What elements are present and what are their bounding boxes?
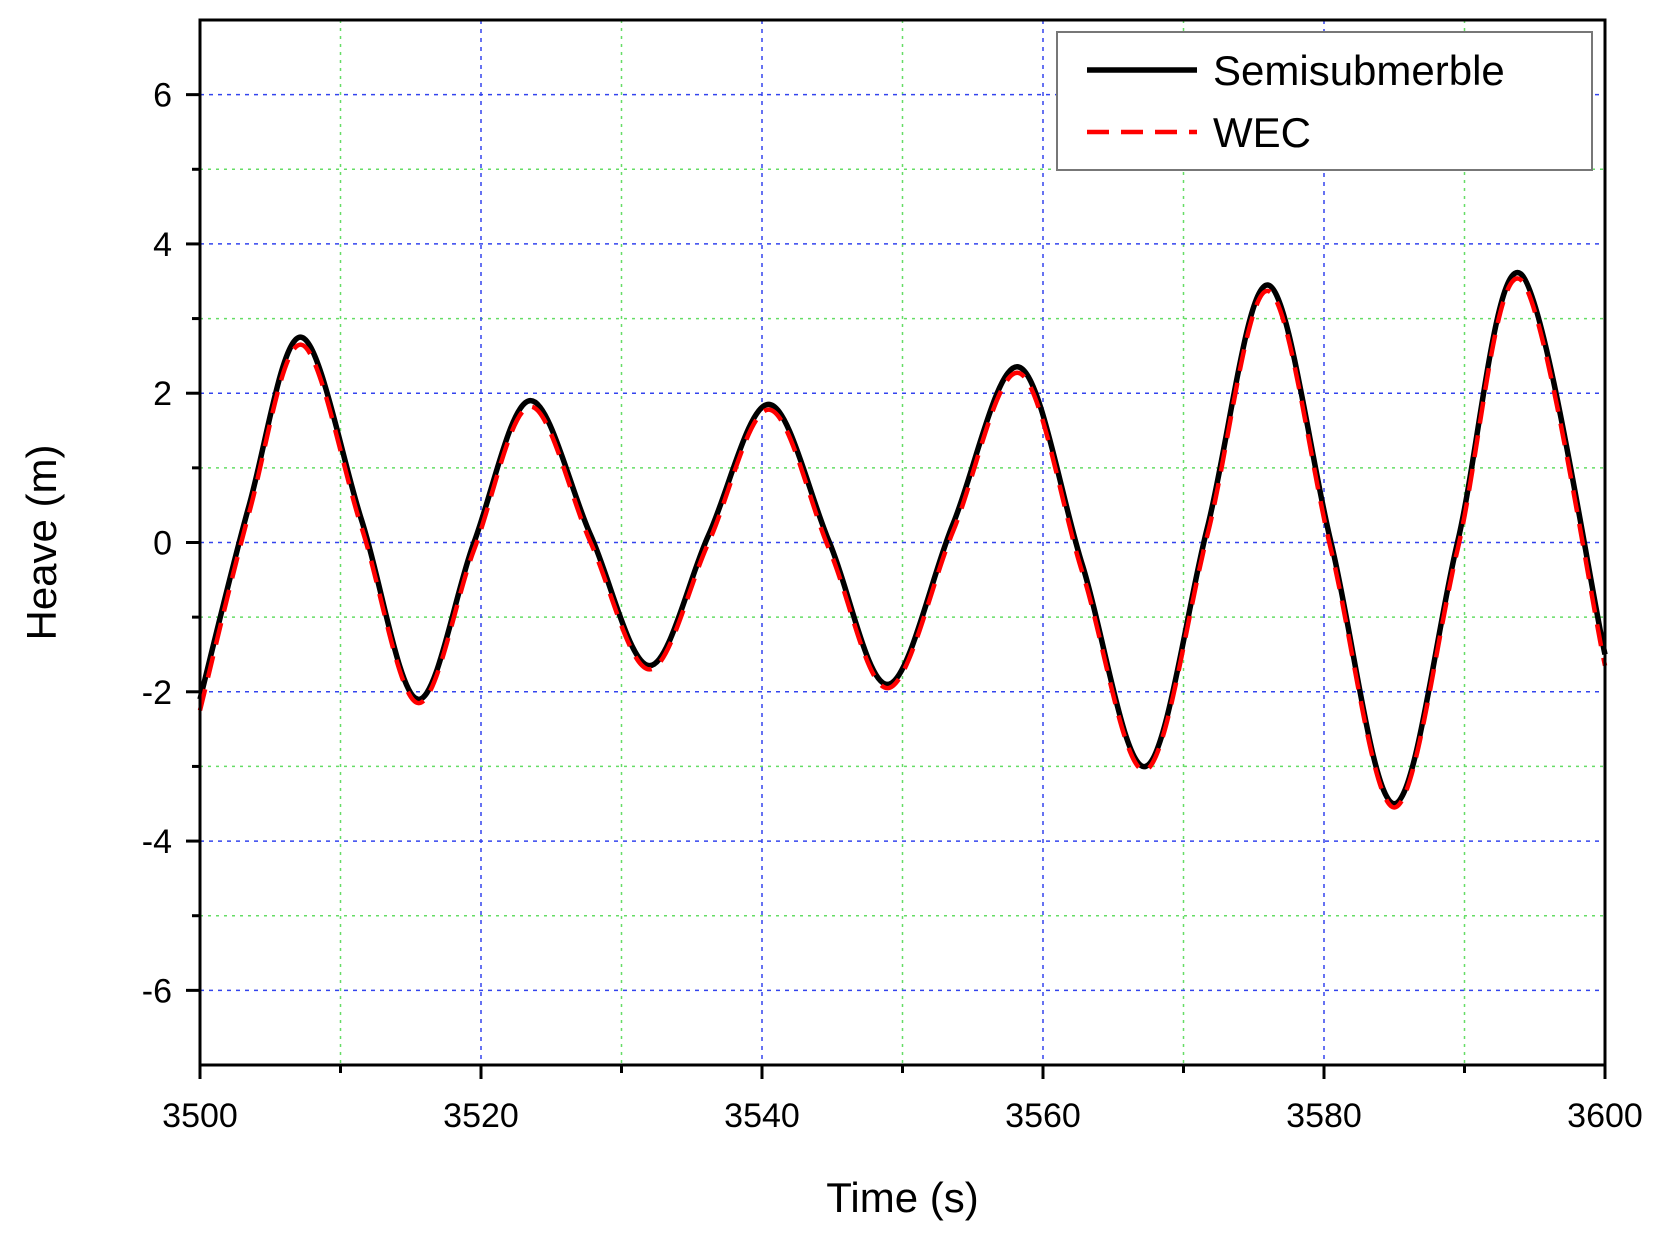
legend-box [1056, 31, 1593, 171]
series-line-wec [197, 276, 1608, 810]
axis-ticks [186, 93, 1607, 1079]
y-tick-label: 6 [153, 77, 172, 115]
y-tick-label: 0 [153, 525, 172, 563]
y-tick-label: -2 [142, 674, 172, 712]
legend-label-wec: WEC [1213, 109, 1311, 156]
tick-labels: 3500 3520 3540 3560 3580 3600 -6 -4 -2 0 2 4 6 [142, 77, 1643, 1135]
x-tick-label: 3580 [1286, 1097, 1362, 1135]
x-tick-label: 3520 [443, 1097, 519, 1135]
x-tick-label: 3600 [1567, 1097, 1643, 1135]
x-tick-label: 3540 [724, 1097, 800, 1135]
y-tick-label: 4 [153, 226, 172, 264]
x-tick-label: 3500 [162, 1097, 238, 1135]
series-layer [197, 269, 1608, 810]
y-tick-label: 2 [153, 375, 172, 413]
y-tick-label: -4 [142, 823, 172, 861]
y-tick-label: -6 [142, 972, 172, 1010]
legend-label-semisubmerble: Semisubmerble [1213, 47, 1505, 94]
legend: Semisubmerble WEC [1056, 31, 1593, 171]
x-tick-label: 3560 [1005, 1097, 1081, 1135]
y-axis-title: Heave (m) [18, 444, 65, 640]
x-axis-title: Time (s) [826, 1174, 978, 1221]
